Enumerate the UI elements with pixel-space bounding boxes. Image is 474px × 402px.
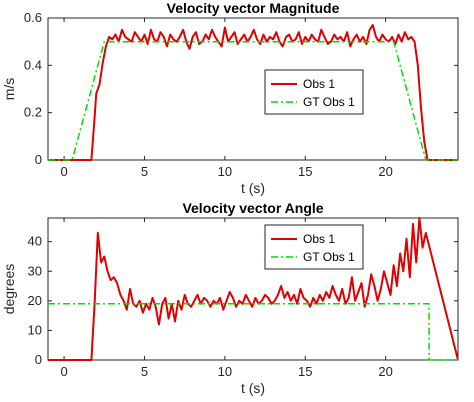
x-tick-label: 5 <box>141 164 148 179</box>
x-tick-label: 10 <box>218 164 232 179</box>
legend-box <box>264 69 364 115</box>
y-axis-label: m/s <box>1 78 17 101</box>
x-axis-label: t (s) <box>241 180 265 196</box>
x-tick-label: 10 <box>218 364 232 379</box>
legend-box <box>264 224 364 270</box>
x-tick-label: 0 <box>60 364 67 379</box>
x-tick-label: 20 <box>378 364 392 379</box>
x-tick-label: 0 <box>60 164 67 179</box>
y-tick-label: 0.2 <box>24 105 42 120</box>
legend: Obs 1 GT Obs 1 <box>264 224 364 270</box>
y-axis-label: degrees <box>1 264 17 315</box>
y-tick-label: 0 <box>35 152 42 167</box>
y-tick-label: 0 <box>35 352 42 367</box>
x-tick-label: 5 <box>141 364 148 379</box>
series-line-gt-obs-1 <box>48 303 458 361</box>
y-tick-label: 30 <box>28 263 42 278</box>
legend: Obs 1 GT Obs 1 <box>264 69 364 115</box>
legend-label: GT Obs 1 <box>303 250 355 264</box>
y-tick-label: 10 <box>28 322 42 337</box>
chart-title: Velocity vector Angle <box>182 200 323 216</box>
series-line-obs-1 <box>48 24 458 161</box>
y-tick-label: 0.4 <box>24 57 42 72</box>
x-axis-label: t (s) <box>241 380 265 396</box>
x-tick-label: 15 <box>298 164 312 179</box>
x-tick-label: 15 <box>298 364 312 379</box>
series-line-gt-obs-1 <box>48 40 458 161</box>
legend-label: Obs 1 <box>303 232 335 246</box>
legend-label: GT Obs 1 <box>303 95 355 109</box>
y-tick-label: 20 <box>28 293 42 308</box>
legend-label: Obs 1 <box>303 77 335 91</box>
y-tick-label: 0.6 <box>24 10 42 25</box>
chart-panel-2: 0 5 10 15 20 0 10 20 30 40 Velocity vector Angle t … <box>1 200 459 396</box>
plot-area-frame <box>47 217 459 361</box>
chart-title: Velocity vector Magnitude <box>167 0 340 16</box>
y-tick-label: 40 <box>28 234 42 249</box>
chart-panel-1: 0 5 10 15 20 0 0.2 0.4 0.6 Velocity vector Magnit… <box>1 0 459 196</box>
x-tick-label: 20 <box>378 164 392 179</box>
